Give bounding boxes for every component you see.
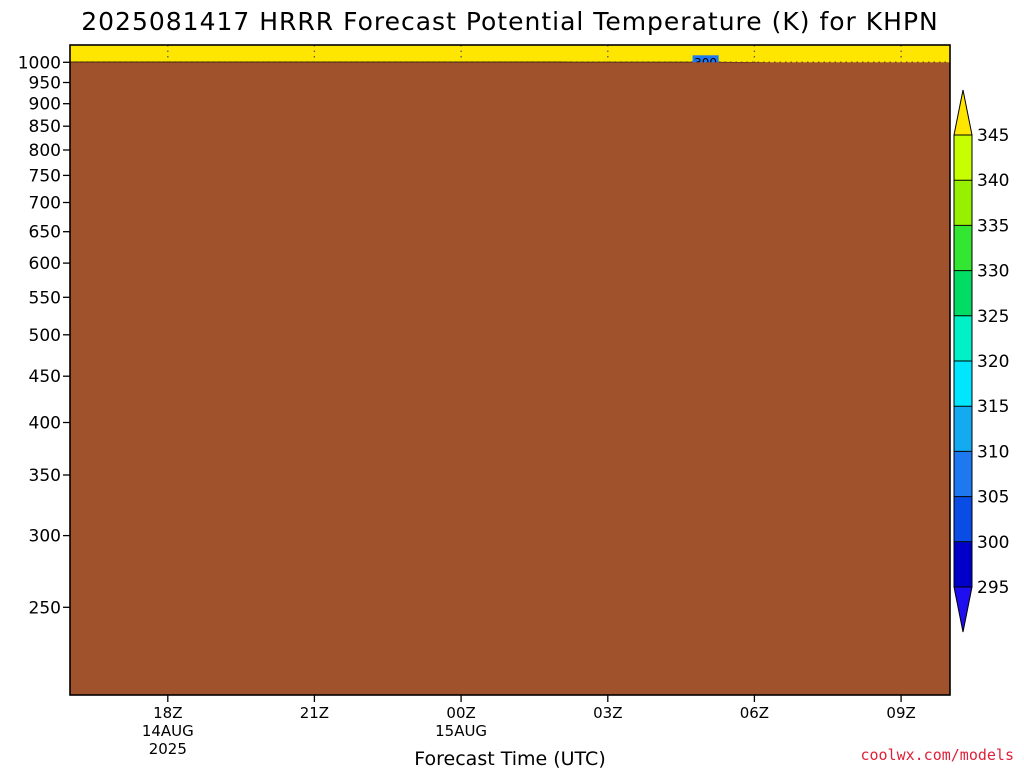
y-tick-label-250: 250: [29, 598, 61, 618]
y-tick-label-750: 750: [29, 166, 61, 186]
colorbar-label-295: 295: [977, 578, 1009, 598]
y-tick-label-800: 800: [29, 141, 61, 161]
colorbar-label-320: 320: [977, 352, 1009, 372]
x-tick-label-09Z: 09Z: [886, 704, 915, 722]
colorbar-label-300: 300: [977, 533, 1009, 553]
colorbar-band-300: [954, 496, 972, 543]
y-tick-label-550: 550: [29, 288, 61, 308]
y-tick-label-700: 700: [29, 194, 61, 214]
y-tick-label-400: 400: [29, 414, 61, 434]
colorbar-label-330: 330: [977, 262, 1009, 282]
y-axis: 2503003504004505005506006507007508008509…: [18, 53, 70, 618]
colorbar-band-330: [954, 225, 972, 272]
colorbar: 295 300 305 310 315 320 325 330 335 340 345: [953, 89, 1009, 633]
y-tick-label-350: 350: [29, 466, 61, 486]
y-tick-label-900: 900: [29, 95, 61, 115]
colorbar-label-340: 340: [977, 171, 1009, 191]
x-tick-date-00Z: 15AUG: [435, 722, 487, 740]
colorbar-band-335: [954, 180, 972, 226]
x-tick-date-18Z: 14AUG: [142, 722, 194, 740]
colorbar-arrow-bottom: [953, 586, 973, 633]
x-tick-label-18Z: 18Z: [153, 704, 182, 722]
colorbar-band-310: [954, 406, 972, 452]
y-tick-label-650: 650: [29, 223, 61, 243]
colorbar-band-315: [954, 361, 972, 407]
x-tick-label-03Z: 03Z: [593, 704, 622, 722]
colorbar-label-315: 315: [977, 397, 1009, 417]
colorbar-arrow-top: [953, 89, 973, 136]
colorbar-label-345: 345: [977, 126, 1009, 146]
y-tick-label-1000: 1000: [18, 53, 61, 73]
x-tick-label-21Z: 21Z: [300, 704, 329, 722]
y-tick-label-950: 950: [29, 74, 61, 94]
colorbar-label-310: 310: [977, 442, 1009, 462]
y-tick-label-450: 450: [29, 367, 61, 387]
colorbar-band-320: [954, 315, 972, 362]
chart-title: 2025081417 HRRR Forecast Potential Tempe…: [81, 7, 939, 36]
x-tick-label-06Z: 06Z: [740, 704, 769, 722]
ground-surface: [70, 62, 950, 695]
colorbar-label-305: 305: [977, 488, 1009, 508]
colorbar-band-295: [954, 541, 972, 588]
colorbar-label-325: 325: [977, 307, 1009, 327]
credit-text: coolwx.com/models: [860, 746, 1014, 764]
plot-frame: [69, 44, 951, 696]
colorbar-band-340: [954, 135, 972, 181]
x-tick-year-18Z: 2025: [149, 740, 187, 758]
y-tick-label-850: 850: [29, 117, 61, 137]
colorbar-band-305: [954, 451, 972, 498]
y-tick-label-500: 500: [29, 326, 61, 346]
y-tick-label-600: 600: [29, 254, 61, 274]
colorbar-band-325: [954, 270, 972, 317]
y-tick-label-300: 300: [29, 527, 61, 547]
colorbar-label-335: 335: [977, 216, 1009, 236]
plot-area: 3443323283283243203203163163123123083083…: [70, 45, 950, 695]
x-tick-label-00Z: 00Z: [446, 704, 475, 722]
x-axis-label: Forecast Time (UTC): [414, 748, 605, 768]
